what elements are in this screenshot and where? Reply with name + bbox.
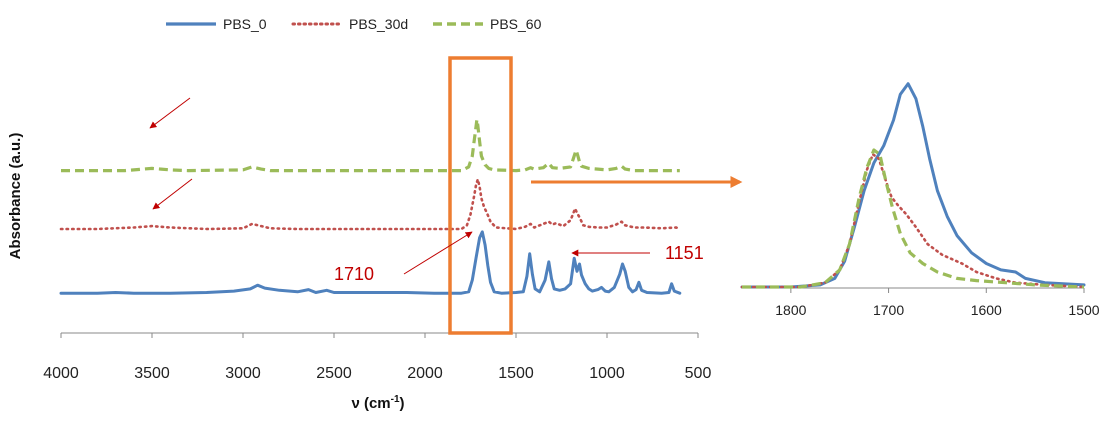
legend-label-pbs-0: PBS_0: [223, 16, 267, 32]
inset-series-pbs-60: [742, 148, 1085, 289]
annotation-1710: 1710: [334, 264, 374, 284]
x-axis-title: ν (cm-1): [351, 394, 404, 412]
main-series-pbs-60: [61, 117, 680, 173]
inset-tick-label-1500: 1500: [1068, 302, 1099, 318]
legend-label-pbs-30d: PBS_30d: [349, 16, 408, 32]
inset-tick-label-1700: 1700: [873, 302, 904, 318]
inset-series-pbs-30d: [740, 153, 1086, 289]
main-spectrum-chart: 4000 3500 3000 2500 2000 1500 1000 500 Absorban…: [7, 56, 711, 412]
main-tick-label-2500: 2500: [316, 365, 352, 382]
main-x-ticks: 4000 3500 3000 2500 2000 1500 1000 500: [43, 333, 711, 382]
main-series-pbs-30d: [59, 178, 682, 231]
main-tick-label-2000: 2000: [407, 365, 443, 382]
main-tick-label-3500: 3500: [134, 365, 170, 382]
inset-tick-label-1800: 1800: [775, 302, 806, 318]
legend-label-pbs-60: PBS_60: [490, 16, 542, 32]
highlight-box: [448, 56, 513, 335]
main-tick-label-1500: 1500: [498, 365, 534, 382]
legend: PBS_0 PBS_30d PBS_60: [166, 16, 542, 32]
arrow-1710: [403, 231, 473, 275]
inset-spectrum-chart: 1800 1700 1600 1500: [740, 82, 1100, 318]
main-tick-label-1000: 1000: [589, 365, 625, 382]
main-tick-label-3000: 3000: [225, 365, 261, 382]
inset-tick-label-1600: 1600: [971, 302, 1002, 318]
annotation-1151: 1151: [665, 243, 704, 263]
arrow-pbs-30d-oh: [152, 178, 193, 210]
main-series-group: [59, 117, 682, 295]
main-series-pbs-0: [59, 230, 682, 295]
main-tick-label-4000: 4000: [43, 365, 79, 382]
main-tick-label-500: 500: [685, 365, 712, 382]
y-axis-title: Absorbance (a.u.): [7, 133, 24, 260]
arrow-pbs-60-oh: [149, 97, 191, 129]
inset-series-group: [740, 82, 1086, 289]
inset-x-ticks: 1800 1700 1600 1500: [775, 288, 1100, 318]
